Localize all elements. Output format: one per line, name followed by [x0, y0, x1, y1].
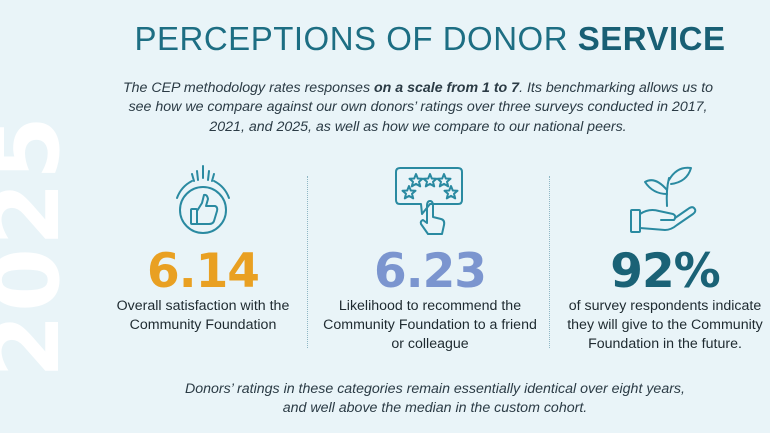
footer-note: Donors’ ratings in these categories rema…	[185, 381, 685, 417]
star-rating-icon	[320, 162, 540, 242]
stat-value: 92%	[610, 244, 721, 299]
stat-description: Likelihood to recommend the Community Fo…	[323, 298, 537, 352]
title-prefix: PERCEPTIONS OF DONOR	[134, 20, 578, 57]
hand-plant-icon	[560, 162, 770, 242]
stat-recommend: 6.23 Likelihood to recommend the Communi…	[320, 162, 540, 354]
thumbs-up-icon	[98, 162, 308, 242]
stat-description: Overall satisfaction with the Community …	[116, 298, 290, 333]
column-divider	[307, 176, 308, 348]
stat-value: 6.23	[374, 244, 487, 299]
intro-text: The CEP methodology rates responses on a…	[118, 79, 718, 137]
stat-future-giving: 92% of survey respondents indicate they …	[560, 162, 770, 354]
title-bold: SERVICE	[577, 20, 726, 57]
stat-value: 6.14	[147, 244, 260, 299]
page-title: PERCEPTIONS OF DONOR SERVICE	[0, 20, 770, 58]
year-watermark: 2025	[0, 113, 80, 379]
stat-description: of survey respondents indicate they will…	[567, 298, 763, 352]
stat-satisfaction: 6.14 Overall satisfaction with the Commu…	[98, 162, 308, 335]
column-divider	[549, 176, 550, 348]
intro-part2: . Its benchmarking allows us to see how …	[128, 80, 714, 135]
intro-part1: The CEP methodology rates responses	[122, 80, 374, 96]
intro-bold: on a scale from 1 to 7	[373, 80, 520, 96]
